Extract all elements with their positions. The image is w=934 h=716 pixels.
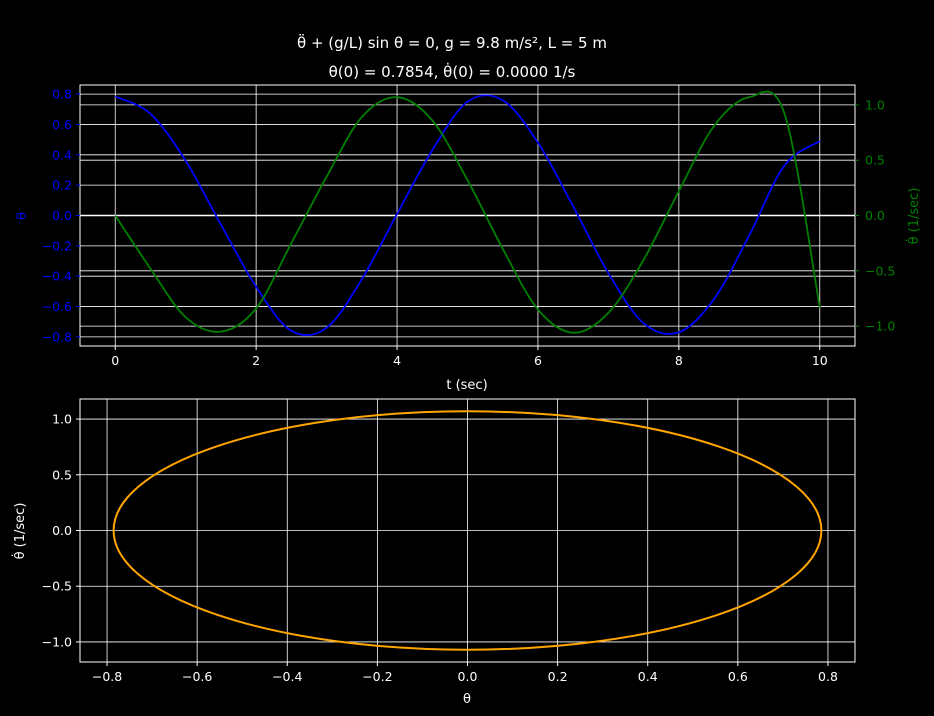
top-y2tick-label: 1.0 [865,97,885,112]
title-line-1: θ̈ + (g/L) sin θ = 0, g = 9.8 m/s², L = … [297,32,607,52]
bottom-ytick-label: 0.5 [52,467,72,482]
bottom-xtick-label: 0.0 [458,669,478,684]
bottom-xtick-label: 0.8 [818,669,838,684]
top-ytick-label: 0.0 [52,208,72,223]
top-ytick-label: −0.2 [42,238,72,253]
bottom-xlabel: θ [463,692,471,707]
bottom-ytick-label: −1.0 [42,634,72,649]
top-y2tick-label: −0.5 [865,263,895,278]
top-y2label: θ̇ (1/sec) [906,188,922,245]
top-ytick-label: 0.4 [52,147,72,162]
bottom-xtick-label: −0.4 [272,669,302,684]
phase-trajectory-line [112,410,823,651]
top-xtick-label: 10 [812,353,828,368]
top-y2tick-label: −1.0 [865,319,895,334]
top-ytick-label: −0.4 [42,269,72,284]
bottom-ytick-label: −0.5 [42,579,72,594]
bottom-ytick-label: 1.0 [52,412,72,427]
top-y2tick-label: 0.5 [865,153,885,168]
bottom-xtick-label: −0.8 [92,669,122,684]
top-lines [114,90,821,337]
bottom-xtick-label: 0.4 [638,669,658,684]
time-series-plot: 0 2 4 6 8 10 −0.8 −0.6 −0.4 −0.2 0.0 0.2 0.4 0.6 0.8 −1… [15,84,922,393]
bottom-xtick-label: 0.2 [548,669,568,684]
bottom-lines [112,410,823,651]
top-xtick-label: 6 [534,353,542,368]
top-grid [80,85,855,346]
top-ticks: 0 2 4 6 8 10 −0.8 −0.6 −0.4 −0.2 0.0 0.2 0.4 0.6 0.8 −1… [42,87,896,368]
top-ytick-label: −0.6 [42,299,72,314]
top-xtick-label: 8 [675,353,683,368]
top-y2tick-label: 0.0 [865,208,885,223]
bottom-xtick-label: 0.6 [728,669,748,684]
top-ytick-label: 0.8 [52,87,72,102]
top-ylabel: θ [15,212,30,220]
top-xtick-label: 2 [252,353,260,368]
bottom-xtick-label: −0.2 [362,669,392,684]
top-ytick-label: −0.8 [42,329,72,344]
bottom-ticks: −0.8 −0.6 −0.4 −0.2 0.0 0.2 0.4 0.6 0.8 −1.0 −0.5 0… [42,412,838,684]
title-line-2: θ(0) = 0.7854, θ̇(0) = 0.0000 1/s [329,62,576,81]
bottom-ytick-label: 0.0 [52,523,72,538]
bottom-ylabel: θ̇ (1/sec) [12,503,28,560]
theta-dot-series-line [114,90,821,334]
top-xtick-label: 4 [393,353,401,368]
top-xlabel: t (sec) [446,378,487,393]
top-ytick-label: 0.6 [52,117,72,132]
phase-portrait-plot: −0.8 −0.6 −0.4 −0.2 0.0 0.2 0.4 0.6 0.8 −1.0 −0.5 0… [12,398,856,707]
bottom-xtick-label: −0.6 [182,669,212,684]
bottom-grid [80,399,855,662]
theta-series-line [114,94,821,337]
top-ytick-label: 0.2 [52,178,72,193]
top-xtick-label: 0 [111,353,119,368]
